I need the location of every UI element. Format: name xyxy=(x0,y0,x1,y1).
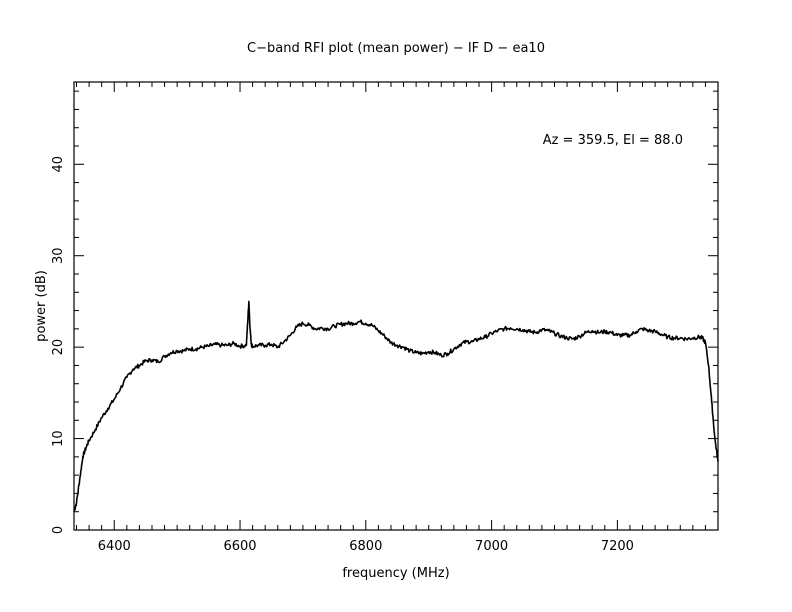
y-tick-label: 40 xyxy=(51,156,66,173)
x-tick-label: 6800 xyxy=(349,539,382,554)
y-tick-label: 0 xyxy=(51,526,66,534)
x-tick-label: 7000 xyxy=(475,539,508,554)
x-tick-label: 7200 xyxy=(601,539,634,554)
y-tick-label: 20 xyxy=(51,339,66,356)
y-axis-label: power (dB) xyxy=(34,270,49,342)
x-tick-label: 6400 xyxy=(98,539,131,554)
y-tick-label: 30 xyxy=(51,247,66,264)
axis-ticks xyxy=(74,82,719,531)
y-tick-label: 10 xyxy=(51,430,66,447)
plot-frame xyxy=(73,81,719,531)
axis-tick-labels: 6400 6600 6800 7000 7200 0 10 20 30 40 xyxy=(51,156,634,554)
x-axis-label: frequency (MHz) xyxy=(342,566,449,581)
x-tick-label: 6600 xyxy=(223,539,256,554)
chart-title: C−band RFI plot (mean power) − IF D − ea… xyxy=(247,41,545,56)
chart-annotation: Az = 359.5, El = 88.0 xyxy=(543,133,683,148)
series-line xyxy=(73,300,719,512)
